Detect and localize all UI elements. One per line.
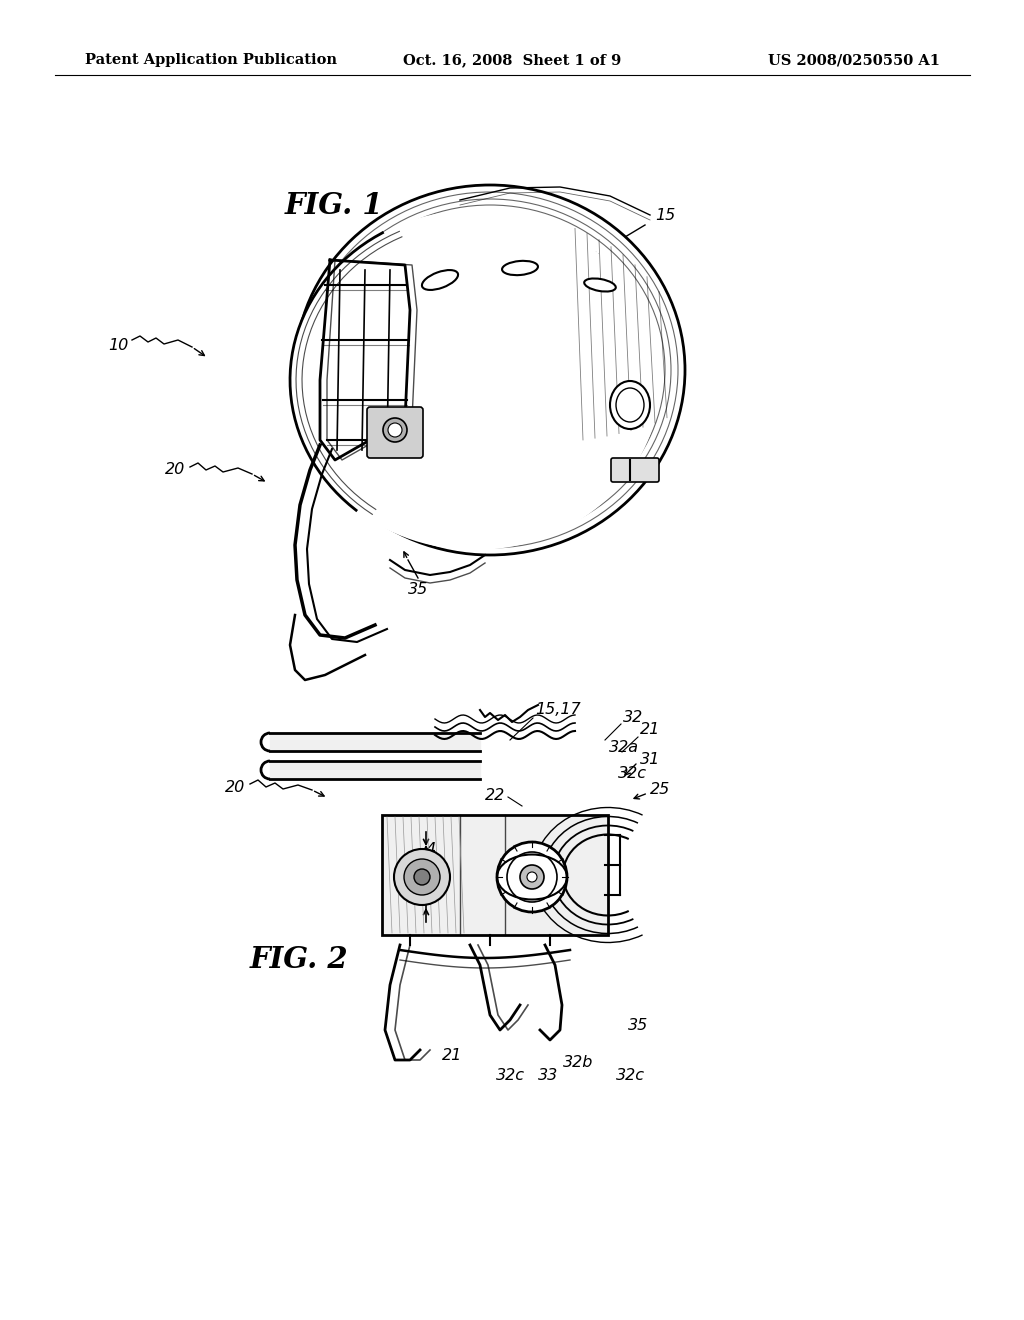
Circle shape: [497, 842, 567, 912]
Text: 15: 15: [655, 207, 675, 223]
Text: FIG. 2: FIG. 2: [250, 945, 348, 974]
Text: 32a: 32a: [609, 741, 639, 755]
Ellipse shape: [585, 279, 615, 292]
Ellipse shape: [610, 381, 650, 429]
Circle shape: [414, 869, 430, 884]
Ellipse shape: [295, 185, 685, 554]
Text: 20: 20: [224, 780, 245, 796]
Text: 4: 4: [426, 842, 436, 858]
Circle shape: [383, 418, 407, 442]
Text: 25: 25: [515, 520, 536, 536]
Text: 35: 35: [628, 1018, 648, 1032]
Text: 21: 21: [640, 722, 660, 738]
Text: Patent Application Publication: Patent Application Publication: [85, 53, 337, 67]
Circle shape: [520, 865, 544, 888]
Text: 32b: 32b: [563, 1055, 593, 1071]
Text: US 2008/0250550 A1: US 2008/0250550 A1: [768, 53, 940, 67]
Ellipse shape: [502, 261, 538, 275]
Text: 33: 33: [538, 1068, 558, 1082]
Circle shape: [527, 873, 537, 882]
Text: 10: 10: [108, 338, 128, 352]
Text: Oct. 16, 2008  Sheet 1 of 9: Oct. 16, 2008 Sheet 1 of 9: [402, 53, 622, 67]
Text: 32c: 32c: [496, 1068, 524, 1082]
Text: 31: 31: [640, 752, 660, 767]
Text: 25: 25: [650, 783, 671, 797]
Circle shape: [394, 849, 450, 906]
Text: FIG. 1: FIG. 1: [285, 190, 384, 219]
FancyBboxPatch shape: [611, 458, 659, 482]
Text: 22: 22: [484, 788, 505, 803]
Ellipse shape: [290, 210, 660, 550]
FancyBboxPatch shape: [382, 814, 608, 935]
Text: 15,17: 15,17: [535, 702, 581, 718]
Text: 32: 32: [623, 710, 643, 726]
Circle shape: [404, 859, 440, 895]
Text: 35: 35: [408, 582, 428, 597]
Text: 21: 21: [442, 1048, 462, 1063]
Text: 32c: 32c: [615, 1068, 644, 1082]
Ellipse shape: [422, 271, 458, 290]
FancyBboxPatch shape: [367, 407, 423, 458]
Text: 32c: 32c: [618, 766, 647, 780]
Circle shape: [388, 422, 402, 437]
Text: 20: 20: [165, 462, 185, 478]
